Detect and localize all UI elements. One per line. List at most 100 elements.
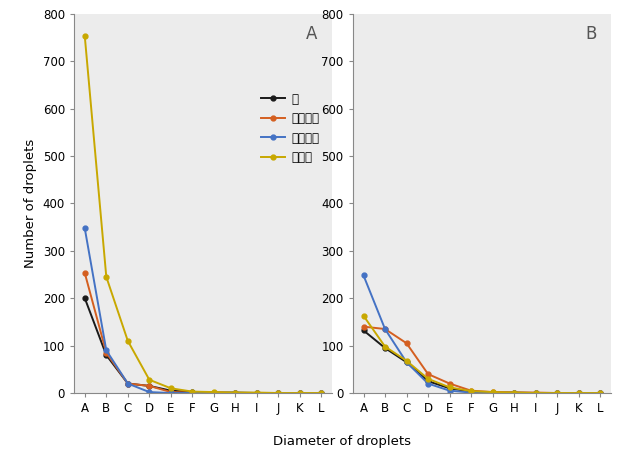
바로겐 bbox=[124, 338, 131, 344]
마쿠피카 bbox=[189, 390, 196, 396]
마쿠피카 bbox=[403, 360, 410, 365]
바로겐 bbox=[424, 376, 432, 382]
마쿠피카 bbox=[253, 390, 260, 396]
물 bbox=[510, 390, 518, 395]
Line: 영일카바: 영일카바 bbox=[361, 324, 603, 395]
바로겐 bbox=[231, 390, 239, 395]
물 bbox=[403, 360, 410, 365]
마쿠피카 bbox=[381, 326, 389, 332]
Y-axis label: Number of droplets: Number of droplets bbox=[24, 139, 37, 268]
바로겐 bbox=[510, 390, 518, 395]
바로겐 bbox=[102, 274, 110, 280]
바로겐 bbox=[575, 390, 582, 396]
바로겐 bbox=[275, 390, 282, 396]
Line: 물: 물 bbox=[82, 296, 324, 395]
바로겐 bbox=[553, 390, 561, 396]
물 bbox=[532, 390, 539, 396]
영일카바 bbox=[124, 381, 131, 386]
물 bbox=[467, 389, 474, 394]
물 bbox=[102, 352, 110, 358]
물 bbox=[360, 328, 367, 333]
영일카바 bbox=[446, 381, 453, 386]
마쿠피카 bbox=[318, 390, 325, 396]
마쿠피카 bbox=[597, 390, 604, 396]
영일카바 bbox=[553, 390, 561, 396]
Line: 마쿠피카: 마쿠피카 bbox=[82, 226, 324, 395]
바로겐 bbox=[253, 390, 260, 395]
물 bbox=[424, 378, 432, 384]
마쿠피카 bbox=[510, 390, 518, 396]
Line: 바로겐: 바로겐 bbox=[82, 34, 324, 395]
영일카바 bbox=[253, 390, 260, 396]
물 bbox=[167, 388, 175, 393]
영일카바 bbox=[532, 390, 539, 395]
바로겐 bbox=[318, 390, 325, 396]
바로겐 bbox=[489, 389, 496, 395]
영일카바 bbox=[467, 388, 474, 393]
영일카바 bbox=[210, 390, 218, 395]
물 bbox=[124, 381, 131, 386]
영일카바 bbox=[318, 390, 325, 396]
물 bbox=[296, 390, 304, 396]
Line: 바로겐: 바로겐 bbox=[361, 314, 603, 395]
물 bbox=[210, 390, 218, 395]
물 bbox=[446, 386, 453, 391]
바로겐 bbox=[360, 313, 367, 319]
영일카바 bbox=[296, 390, 304, 396]
물 bbox=[597, 390, 604, 396]
영일카바 bbox=[360, 324, 367, 329]
마쿠피카 bbox=[210, 390, 218, 396]
바로겐 bbox=[403, 358, 410, 363]
마쿠피카 bbox=[532, 390, 539, 396]
물 bbox=[81, 296, 88, 301]
영일카바 bbox=[403, 340, 410, 346]
영일카바 bbox=[146, 383, 153, 388]
Text: Diameter of droplets: Diameter of droplets bbox=[273, 435, 412, 448]
물 bbox=[253, 390, 260, 396]
Line: 마쿠피카: 마쿠피카 bbox=[361, 273, 603, 395]
마쿠피카 bbox=[553, 390, 561, 396]
바로겐 bbox=[146, 377, 153, 383]
영일카바 bbox=[275, 390, 282, 396]
바로겐 bbox=[597, 390, 604, 396]
바로겐 bbox=[381, 344, 389, 349]
바로겐 bbox=[296, 390, 304, 396]
마쿠피카 bbox=[102, 348, 110, 353]
마쿠피카 bbox=[275, 390, 282, 396]
Line: 물: 물 bbox=[361, 328, 603, 395]
물 bbox=[575, 390, 582, 396]
영일카바 bbox=[231, 390, 239, 396]
바로겐 bbox=[446, 385, 453, 390]
영일카바 bbox=[102, 350, 110, 356]
바로겐 bbox=[81, 34, 88, 39]
Line: 영일카바: 영일카바 bbox=[82, 271, 324, 395]
영일카바 bbox=[575, 390, 582, 396]
물 bbox=[318, 390, 325, 396]
영일카바 bbox=[381, 326, 389, 332]
영일카바 bbox=[189, 390, 196, 395]
Text: A: A bbox=[306, 25, 318, 43]
마쿠피카 bbox=[231, 390, 239, 396]
마쿠피카 bbox=[575, 390, 582, 396]
물 bbox=[146, 383, 153, 388]
물 bbox=[231, 390, 239, 395]
마쿠피카 bbox=[81, 226, 88, 231]
마쿠피카 bbox=[146, 389, 153, 395]
바로겐 bbox=[467, 388, 474, 394]
마쿠피카 bbox=[424, 381, 432, 386]
물 bbox=[489, 390, 496, 395]
영일카바 bbox=[510, 390, 518, 395]
영일카바 bbox=[597, 390, 604, 396]
마쿠피카 bbox=[446, 388, 453, 393]
영일카바 bbox=[81, 271, 88, 276]
바로겐 bbox=[167, 386, 175, 391]
바로겐 bbox=[210, 389, 218, 395]
마쿠피카 bbox=[124, 381, 131, 386]
마쿠피카 bbox=[167, 390, 175, 396]
바로겐 bbox=[189, 389, 196, 394]
바로겐 bbox=[532, 390, 539, 396]
영일카바 bbox=[424, 371, 432, 377]
Legend: 물, 영일카바, 마쿠피카, 바로겐: 물, 영일카바, 마쿠피카, 바로겐 bbox=[257, 88, 324, 169]
Text: B: B bbox=[585, 25, 597, 43]
물 bbox=[381, 345, 389, 351]
